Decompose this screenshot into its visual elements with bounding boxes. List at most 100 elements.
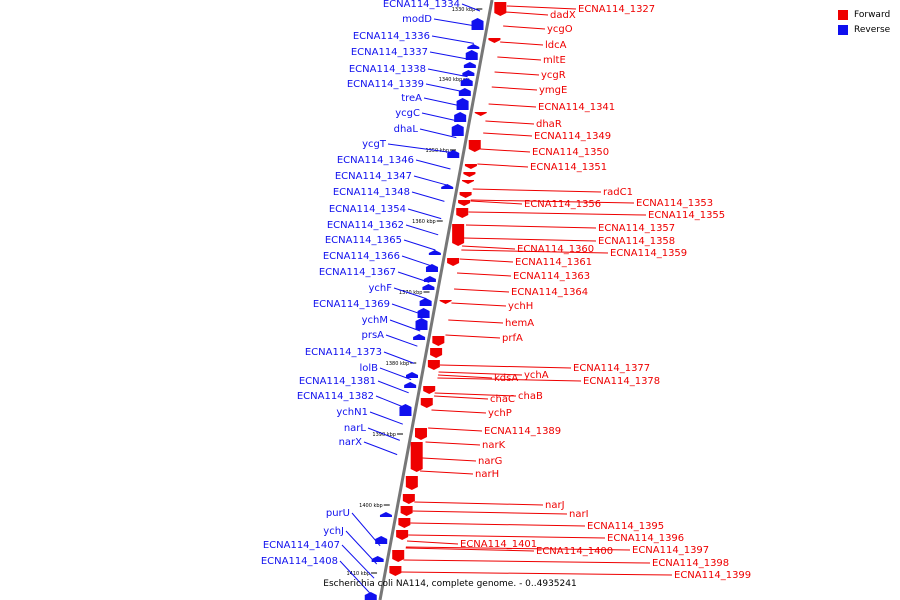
forward-leader-line — [438, 371, 523, 376]
reverse-gene-label: lolB — [359, 363, 378, 374]
reverse-gene-label: narX — [339, 437, 363, 448]
forward-leader-line — [468, 211, 647, 216]
forward-leader-line — [500, 41, 544, 46]
forward-gene-label: ECNA114_1357 — [598, 223, 675, 234]
reverse-gene-label: ECNA114_1407 — [263, 540, 340, 551]
forward-leader-line — [439, 364, 572, 369]
reverse-gene-arrow — [467, 44, 480, 49]
reverse-gene-arrow — [419, 298, 432, 306]
forward-gene-label: ECNA114_1377 — [573, 363, 650, 374]
forward-leader-line — [480, 148, 531, 153]
forward-gene-label: ECNA114_1353 — [636, 198, 713, 209]
reverse-gene-arrow — [471, 18, 484, 30]
reverse-leader-line — [405, 224, 439, 236]
forward-gene-arrow — [398, 518, 411, 528]
forward-leader-line — [506, 5, 577, 10]
reverse-gene-arrow — [462, 70, 475, 76]
reverse-leader-line — [379, 367, 412, 381]
forward-gene-label: ECNA114_1389 — [484, 426, 561, 437]
reverse-leader-line — [431, 35, 474, 44]
forward-gene-label: kdsA — [494, 373, 518, 384]
forward-gene-arrow — [462, 180, 475, 184]
forward-gene-label: ECNA114_1351 — [530, 162, 607, 173]
reverse-leader-line — [401, 255, 433, 267]
reverse-gene-arrow — [364, 592, 377, 600]
reverse-gene-label: ECNA114_1337 — [351, 47, 428, 58]
forward-gene-arrow — [468, 140, 481, 152]
tick-label: 1400 kbp — [359, 503, 383, 509]
reverse-gene-label: ycgC — [395, 108, 420, 119]
reverse-gene-label: ECNA114_1354 — [329, 204, 406, 215]
forward-leader-line — [437, 374, 493, 379]
reverse-gene-arrow — [441, 184, 454, 189]
reverse-leader-line — [377, 380, 409, 394]
reverse-gene-arrow — [451, 124, 464, 136]
reverse-gene-label: ECNA114_1369 — [313, 299, 390, 310]
forward-gene-label: ECNA114_1400 — [536, 546, 613, 557]
forward-gene-label: mltE — [543, 55, 566, 66]
forward-leader-line — [463, 237, 597, 242]
forward-leader-line — [472, 188, 602, 193]
reverse-leader-line — [415, 159, 451, 170]
reverse-gene-label: ycgT — [362, 139, 387, 150]
reverse-gene-arrow — [417, 308, 430, 318]
reverse-gene-arrow — [447, 150, 460, 158]
forward-leader-line — [428, 427, 483, 432]
forward-gene-label: prfA — [502, 333, 523, 344]
forward-leader-line — [483, 132, 533, 137]
reverse-gene-arrow — [422, 284, 435, 290]
reverse-leader-line — [419, 128, 457, 139]
reverse-gene-label: ECNA114_1346 — [337, 155, 414, 166]
reverse-gene-label: purU — [326, 508, 350, 519]
tick-label: 1330 kbp — [452, 7, 476, 13]
forward-leader-line — [491, 86, 538, 91]
forward-gene-label: ECNA114_1401 — [460, 539, 537, 550]
reverse-gene-arrow — [465, 50, 478, 60]
forward-gene-label: ECNA114_1396 — [607, 533, 684, 544]
forward-gene-label: dadX — [550, 10, 576, 21]
forward-gene-arrow — [463, 172, 476, 177]
forward-swatch — [838, 10, 848, 20]
reverse-gene-label: ECNA114_1367 — [319, 267, 396, 278]
forward-leader-line — [461, 249, 609, 254]
reverse-leader-line — [367, 427, 400, 441]
forward-gene-label: ECNA114_1363 — [513, 271, 590, 282]
reverse-leader-line — [389, 319, 421, 332]
forward-leader-line — [494, 71, 540, 76]
forward-gene-label: ymgE — [539, 85, 567, 96]
reverse-leader-line — [423, 97, 463, 107]
forward-gene-label: ECNA114_1378 — [583, 376, 660, 387]
forward-leader-line — [434, 392, 517, 397]
forward-gene-arrow — [400, 506, 413, 516]
forward-gene-label: ECNA114_1361 — [515, 257, 592, 268]
tick-label: 1360 kbp — [412, 219, 436, 225]
forward-gene-label: ECNA114_1364 — [511, 287, 588, 298]
reverse-gene-label: ECNA114_1334 — [383, 0, 460, 10]
forward-gene-label: dhaR — [536, 119, 562, 130]
reverse-swatch — [838, 25, 848, 35]
forward-gene-arrow — [464, 164, 477, 169]
forward-leader-line — [401, 571, 673, 576]
forward-gene-arrow — [456, 208, 469, 218]
forward-gene-arrow — [494, 2, 507, 16]
reverse-gene-label: dhaL — [394, 124, 419, 135]
forward-leader-line — [451, 302, 507, 307]
forward-leader-line — [462, 245, 516, 250]
forward-gene-label: ychH — [508, 301, 533, 312]
forward-leader-line — [405, 547, 535, 552]
forward-gene-label: ECNA114_1350 — [532, 147, 609, 158]
genome-caption: Escherichia coli NA114, complete genome.… — [323, 579, 577, 589]
reverse-gene-label: ECNA114_1381 — [299, 376, 376, 387]
forward-gene-label: chaB — [518, 391, 543, 402]
legend: Forward Reverse — [838, 8, 890, 38]
reverse-leader-line — [429, 51, 471, 61]
forward-gene-label: narH — [475, 469, 499, 480]
reverse-gene-arrow — [371, 556, 384, 562]
tick-label: 1380 kbp — [386, 361, 410, 367]
forward-gene-label: ECNA114_1356 — [524, 199, 601, 210]
forward-leader-line — [403, 559, 651, 564]
reverse-leader-line — [391, 303, 424, 316]
reverse-gene-arrow — [460, 78, 473, 86]
reverse-gene-arrow — [413, 334, 426, 340]
